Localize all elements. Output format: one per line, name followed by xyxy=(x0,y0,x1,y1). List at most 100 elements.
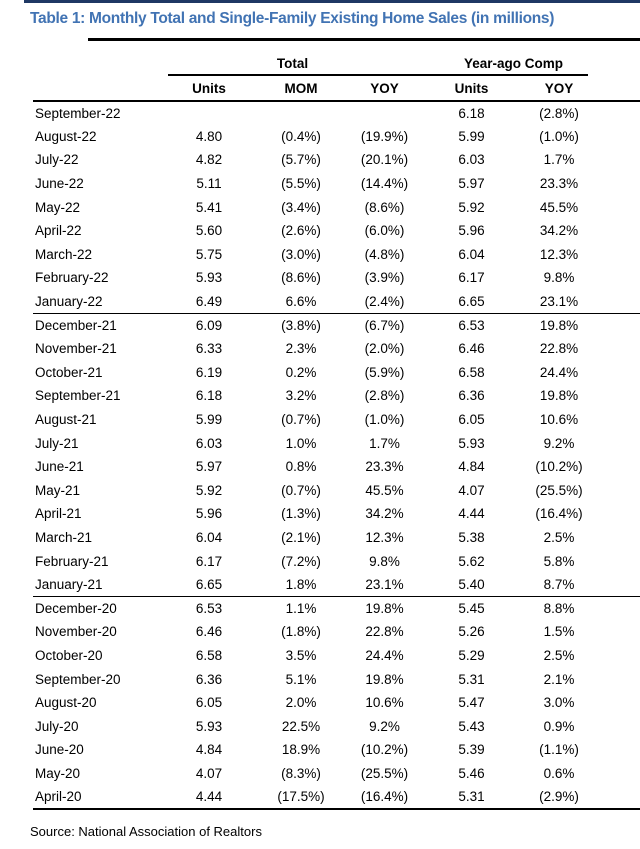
yearago-units-cell: 4.84 xyxy=(458,459,485,475)
total-units-cell: 6.36 xyxy=(195,671,223,687)
total-mom-cell: (2.1%) xyxy=(281,529,321,545)
total-yoy-cell: (6.0%) xyxy=(364,223,405,239)
table-row: March-21 6.04 (2.1%) 12.3% 5.38 2.5% xyxy=(33,526,640,550)
yearago-yoy-cell: (2.8%) xyxy=(539,105,579,121)
total-mom-cell: (0.7%) xyxy=(281,412,321,428)
yearago-units-cell: 5.92 xyxy=(458,199,485,215)
yearago-yoy-cell: 1.7% xyxy=(543,152,575,168)
table-row: April-20 4.44 (17.5%) (16.4%) 5.31 (2.9%) xyxy=(33,785,640,810)
yearago-units-cell: 5.62 xyxy=(458,553,485,569)
yearago-yoy-cell: 45.5% xyxy=(539,199,579,215)
total-yoy-cell: (1.0%) xyxy=(364,412,405,428)
total-units-cell: 4.84 xyxy=(195,742,223,758)
yearago-yoy-cell: (16.4%) xyxy=(535,506,583,522)
yearago-units-cell: 6.58 xyxy=(458,364,485,380)
month-cell: November-21 xyxy=(35,341,117,357)
column-header-row: Units MOM YOY Units YOY xyxy=(33,76,640,102)
spacer-cell xyxy=(601,714,640,738)
spacer-cell xyxy=(601,455,640,479)
total-units-cell: 4.82 xyxy=(195,152,223,168)
yearago-yoy-cell: 9.2% xyxy=(543,435,575,451)
table-row: January-21 6.65 1.8% 23.1% 5.40 8.7% xyxy=(33,572,640,597)
yearago-units-cell: 6.46 xyxy=(458,341,485,357)
month-cell: September-22 xyxy=(35,105,121,121)
total-units-cell: 5.93 xyxy=(195,718,223,734)
total-yoy-cell: (25.5%) xyxy=(360,765,409,781)
total-yoy-cell: (2.4%) xyxy=(343,289,427,314)
month-cell: January-22 xyxy=(33,289,159,314)
yearago-units-cell: 5.97 xyxy=(458,176,485,192)
total-mom-cell: (3.4%) xyxy=(281,199,321,215)
yearago-yoy-cell: 5.8% xyxy=(543,553,575,569)
yearago-yoy-cell: (1.0%) xyxy=(539,128,579,144)
spacer-cell xyxy=(601,289,640,314)
total-yoy-cell: (2.8%) xyxy=(364,388,405,404)
month-cell: November-20 xyxy=(35,624,117,640)
total-mom-cell: (3.8%) xyxy=(281,317,321,333)
month-cell: June-21 xyxy=(35,459,84,475)
month-cell: March-22 xyxy=(35,246,93,262)
yearago-yoy-cell: 0.9% xyxy=(543,718,575,734)
yearago-yoy-cell: (1.1%) xyxy=(539,742,579,758)
table-row: June-21 5.97 0.8% 23.3% 4.84 (10.2%) xyxy=(33,455,640,479)
total-yoy-cell: (6.7%) xyxy=(364,317,405,333)
table-row: March-22 5.75 (3.0%) (4.8%) 6.04 12.3% xyxy=(33,243,640,267)
yearago-group-header: Year-ago Comp xyxy=(464,56,564,71)
total-mom-cell: 0.8% xyxy=(285,459,317,475)
spacer-cell xyxy=(601,125,640,149)
month-cell: May-21 xyxy=(35,482,81,498)
spacer-cell xyxy=(601,691,640,715)
total-units-cell: 5.60 xyxy=(195,223,223,239)
table-row: September-20 6.36 5.1% 19.8% 5.31 2.1% xyxy=(33,667,640,691)
spacer-cell xyxy=(601,219,640,243)
yearago-units-cell: 5.26 xyxy=(458,624,485,640)
total-units-cell: 4.80 xyxy=(195,128,223,144)
total-mom-cell: 1.0% xyxy=(285,435,317,451)
total-mom-cell: 3.2% xyxy=(285,388,317,404)
spacer-cell xyxy=(601,172,640,196)
total-units-cell: 5.96 xyxy=(195,506,223,522)
month-cell: October-20 xyxy=(35,647,103,663)
total-mom-cell xyxy=(259,101,343,125)
total-yoy-cell: (2.0%) xyxy=(364,341,405,357)
yearago-units-header: Units xyxy=(426,76,518,102)
yearago-units-cell: 6.03 xyxy=(458,152,485,168)
total-units-cell: 6.46 xyxy=(195,624,223,640)
group-underline-cell xyxy=(159,74,601,76)
total-yoy-cell: 24.4% xyxy=(365,647,404,663)
total-units-cell: 6.33 xyxy=(195,341,223,357)
spacer-cell xyxy=(601,549,640,573)
table-body: September-22 6.18 (2.8%) August-22 4.80 (0.4%… xyxy=(33,101,640,810)
total-units-cell: 5.75 xyxy=(195,246,223,262)
total-yoy-cell: 23.1% xyxy=(343,572,427,597)
spacer-cell xyxy=(601,384,640,408)
spacer-cell xyxy=(601,361,640,385)
yearago-units-cell: 5.45 xyxy=(458,601,485,617)
yearago-units-cell: 5.39 xyxy=(458,742,485,758)
total-yoy-cell: 22.8% xyxy=(365,624,404,640)
yearago-yoy-cell: 22.8% xyxy=(539,341,579,357)
total-yoy-cell: 23.3% xyxy=(365,459,404,475)
month-cell: August-20 xyxy=(35,695,97,711)
total-mom-cell: (8.3%) xyxy=(281,765,321,781)
table-row: December-20 6.53 1.1% 19.8% 5.45 8.8% xyxy=(33,596,640,620)
spacer-cell xyxy=(601,266,640,290)
total-yoy-cell: 9.2% xyxy=(369,718,400,734)
total-units-cell: 6.65 xyxy=(159,572,259,597)
month-cell: April-22 xyxy=(35,223,82,239)
yearago-yoy-cell: 10.6% xyxy=(539,412,579,428)
table-row: June-20 4.84 18.9% (10.2%) 5.39 (1.1%) xyxy=(33,738,640,762)
month-cell: April-21 xyxy=(35,506,82,522)
total-yoy-header: YOY xyxy=(343,76,427,102)
total-mom-cell: 1.1% xyxy=(285,601,317,617)
total-mom-cell: 0.2% xyxy=(285,364,317,380)
month-cell: May-20 xyxy=(35,765,81,781)
title-rule xyxy=(88,38,640,41)
yearago-units-cell: 5.38 xyxy=(458,529,485,545)
yearago-units-cell: 6.17 xyxy=(458,270,485,286)
yearago-units-cell: 5.99 xyxy=(458,128,485,144)
spacer-cell xyxy=(601,408,640,432)
total-units-header: Units xyxy=(159,76,259,102)
table-row: July-21 6.03 1.0% 1.7% 5.93 9.2% xyxy=(33,431,640,455)
